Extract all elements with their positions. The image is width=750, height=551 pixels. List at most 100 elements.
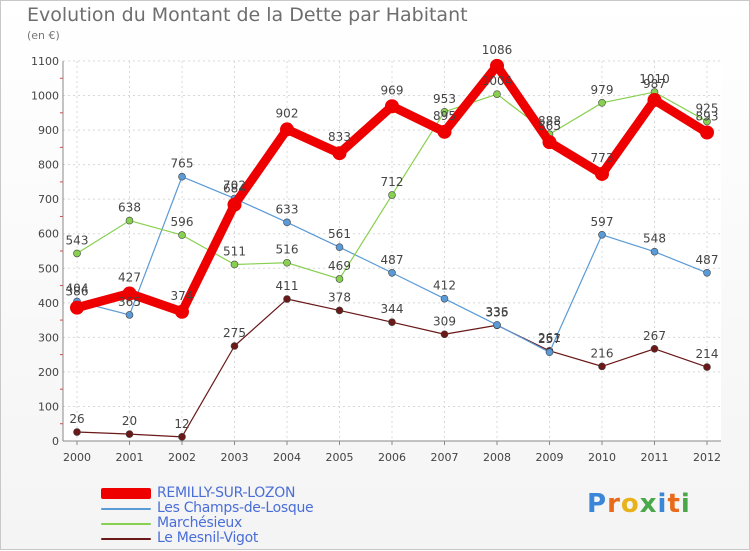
legend-swatch-mesnil bbox=[101, 538, 151, 540]
data-label-3: 335 bbox=[486, 305, 509, 319]
legend-label-marchesieux: Marchésieux bbox=[157, 515, 242, 531]
data-point-0 bbox=[647, 93, 662, 108]
data-point-1 bbox=[283, 218, 291, 227]
data-label-3: 26 bbox=[69, 412, 84, 426]
y-tick-label: 1000 bbox=[31, 90, 59, 103]
data-label-1: 336 bbox=[486, 305, 509, 319]
data-label-3: 411 bbox=[276, 279, 299, 293]
data-point-2 bbox=[178, 231, 186, 239]
chart-title: Evolution du Montant de la Dette par Hab… bbox=[27, 4, 468, 26]
data-label-0: 893 bbox=[696, 110, 719, 124]
data-label-1: 548 bbox=[643, 232, 666, 246]
data-label-2: 511 bbox=[223, 244, 246, 258]
data-point-3 bbox=[440, 330, 449, 339]
x-tick-label: 2005 bbox=[326, 451, 354, 464]
legend-swatch-remilly bbox=[101, 488, 151, 499]
data-label-3: 309 bbox=[433, 314, 456, 328]
data-point-0 bbox=[490, 58, 504, 73]
data-point-3 bbox=[283, 295, 291, 303]
data-label-0: 1086 bbox=[482, 43, 513, 57]
data-label-3: 214 bbox=[696, 347, 719, 361]
data-label-3: 216 bbox=[591, 346, 614, 360]
data-point-0 bbox=[385, 99, 399, 114]
data-point-2 bbox=[388, 191, 396, 199]
x-tick-label: 2009 bbox=[536, 451, 564, 464]
data-label-0: 987 bbox=[643, 77, 666, 91]
data-label-2: 543 bbox=[66, 233, 89, 247]
data-label-2: 953 bbox=[433, 92, 456, 106]
y-tick-label: 100 bbox=[38, 400, 59, 413]
data-point-0 bbox=[437, 124, 452, 139]
data-point-3 bbox=[178, 433, 186, 441]
data-point-2 bbox=[73, 249, 81, 258]
data-label-0: 374 bbox=[171, 289, 194, 303]
data-point-3 bbox=[335, 306, 344, 315]
y-tick-label: 200 bbox=[38, 366, 59, 379]
data-label-0: 833 bbox=[328, 130, 351, 144]
data-point-0 bbox=[70, 300, 84, 315]
data-point-3 bbox=[598, 362, 606, 371]
data-label-3: 378 bbox=[328, 290, 351, 304]
data-label-0: 684 bbox=[223, 182, 246, 196]
data-label-2: 469 bbox=[328, 259, 351, 273]
data-point-1 bbox=[703, 268, 711, 277]
data-point-1 bbox=[598, 230, 606, 239]
data-label-2: 925 bbox=[696, 101, 719, 115]
logo-letter: x bbox=[639, 489, 658, 519]
data-point-3 bbox=[73, 428, 81, 436]
data-label-2: 1010 bbox=[639, 72, 670, 86]
data-label-0: 427 bbox=[118, 270, 141, 284]
logo-letter: i bbox=[657, 489, 668, 519]
logo-letter: r bbox=[607, 489, 621, 519]
logo-letter: o bbox=[620, 489, 640, 519]
y-tick-label: 900 bbox=[38, 124, 59, 137]
data-point-0 bbox=[175, 304, 189, 319]
data-point-1 bbox=[650, 247, 659, 256]
data-label-1: 257 bbox=[538, 332, 561, 346]
x-tick-label: 2007 bbox=[431, 451, 459, 464]
data-label-3: 12 bbox=[174, 417, 189, 431]
data-label-2: 979 bbox=[591, 83, 614, 97]
x-tick-label: 2008 bbox=[483, 451, 511, 464]
data-label-3: 344 bbox=[381, 302, 404, 316]
y-tick-label: 800 bbox=[38, 159, 59, 172]
x-tick-label: 2012 bbox=[693, 451, 721, 464]
data-label-0: 902 bbox=[276, 106, 299, 120]
data-point-2 bbox=[598, 99, 606, 107]
data-point-1 bbox=[178, 172, 186, 181]
logo-letter: i bbox=[680, 489, 691, 519]
data-point-3 bbox=[650, 344, 659, 353]
x-tick-label: 2010 bbox=[588, 451, 616, 464]
data-point-3 bbox=[230, 342, 239, 350]
legend-label-remilly: REMILLY-SUR-LOZON bbox=[157, 485, 296, 501]
data-label-3: 261 bbox=[538, 331, 561, 345]
data-label-1: 487 bbox=[381, 253, 404, 267]
x-tick-label: 2011 bbox=[641, 451, 669, 464]
data-point-2 bbox=[493, 90, 501, 98]
data-label-1: 702 bbox=[223, 178, 246, 192]
data-point-2 bbox=[230, 260, 239, 269]
data-point-0 bbox=[227, 197, 242, 212]
data-point-3 bbox=[125, 430, 134, 438]
data-point-0 bbox=[280, 122, 294, 137]
y-tick-label: 0 bbox=[52, 435, 59, 448]
data-label-1: 561 bbox=[328, 227, 351, 241]
data-label-3: 20 bbox=[122, 414, 137, 428]
data-label-2: 596 bbox=[171, 215, 194, 229]
data-label-2: 638 bbox=[118, 201, 141, 215]
y-tick-label: 400 bbox=[38, 297, 59, 310]
proxiti-logo: Proxiti bbox=[587, 489, 691, 519]
x-tick-label: 2006 bbox=[378, 451, 406, 464]
data-point-1 bbox=[545, 348, 554, 357]
legend-swatch-marchesieux bbox=[101, 523, 151, 525]
data-label-1: 404 bbox=[66, 281, 89, 295]
data-point-2 bbox=[125, 216, 134, 225]
data-point-2 bbox=[440, 107, 449, 116]
data-label-1: 765 bbox=[171, 157, 194, 171]
data-label-0: 969 bbox=[381, 83, 404, 97]
y-tick-label: 500 bbox=[38, 262, 59, 275]
data-point-0 bbox=[700, 125, 714, 140]
data-point-0 bbox=[332, 146, 347, 161]
legend-swatch-champs bbox=[101, 508, 151, 510]
